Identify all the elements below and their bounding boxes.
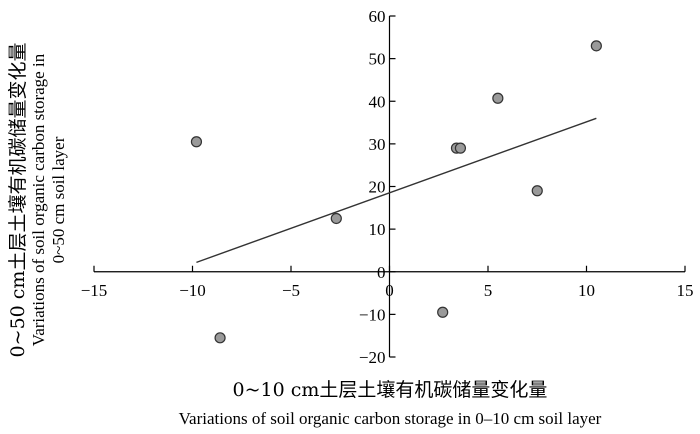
y-tick-label: 10 — [369, 220, 386, 239]
axes: −15 −10 −5 0 5 10 15 −20 −10 0 10 20 30 40 50 60 — [81, 7, 694, 367]
y-axis-label-en-line1: Variations of soil organic carbon storag… — [29, 53, 48, 346]
y-tick-label: −10 — [359, 305, 386, 324]
data-point — [330, 212, 342, 225]
y-tick-label: 60 — [369, 7, 386, 26]
trendline-group — [196, 117, 597, 264]
x-tick-label: −15 — [81, 281, 108, 300]
y-axis-label-cn: 0~50 cm土层土壤有机碳储量变化量 — [7, 43, 29, 358]
data-point — [492, 92, 504, 104]
data-point — [531, 185, 543, 197]
x-tick-label: 0 — [385, 281, 394, 300]
y-tick-label: 0 — [377, 263, 386, 282]
data-point — [437, 306, 449, 318]
x-axis-label-en: Variations of soil organic carbon storag… — [179, 409, 602, 428]
data-point — [454, 142, 467, 154]
x-tick-label: 15 — [677, 281, 694, 300]
y-tick-label: 40 — [369, 92, 386, 111]
data-point — [214, 332, 226, 344]
y-tick-label: 50 — [369, 50, 386, 69]
x-axis-label-cn: 0~10 cm土层土壤有机碳储量变化量 — [233, 379, 548, 401]
data-point — [590, 40, 602, 52]
y-axis-label-en-line2: 0~50 cm soil layer — [49, 136, 68, 263]
x-tick-label: −10 — [179, 281, 206, 300]
x-tick-label: 5 — [484, 281, 493, 300]
x-tick-label: −5 — [282, 281, 300, 300]
trendline — [196, 117, 597, 264]
y-tick-label: −20 — [359, 348, 386, 367]
labels-group: 0~10 cm土层土壤有机碳储量变化量 Variations of soil o… — [7, 43, 602, 428]
y-tick-label: 20 — [369, 178, 386, 197]
y-tick-label: 30 — [369, 135, 386, 154]
points-group — [190, 40, 602, 344]
data-point — [190, 136, 203, 148]
x-tick-label: 10 — [578, 281, 595, 300]
